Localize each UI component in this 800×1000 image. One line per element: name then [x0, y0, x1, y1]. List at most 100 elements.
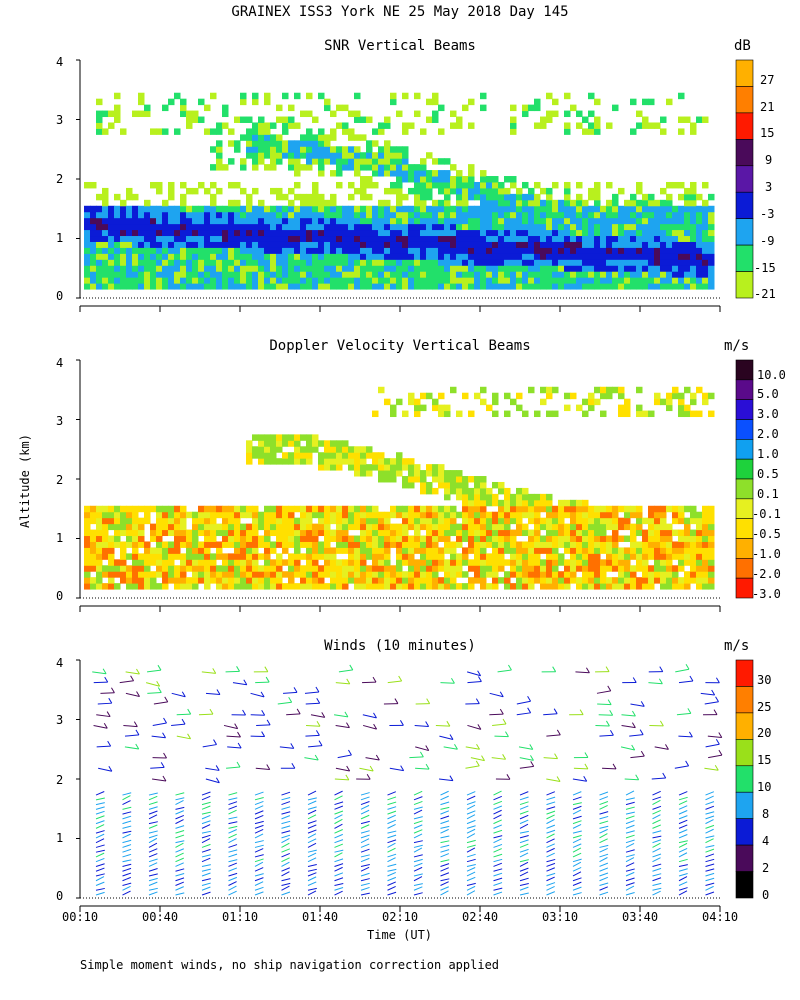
snr-cell [270, 122, 277, 129]
velocity-cell [564, 529, 571, 537]
wind-barb [625, 830, 635, 834]
wind-barb [413, 790, 423, 796]
snr-cell [636, 211, 643, 219]
velocity-cell [150, 577, 157, 584]
velocity-cell [324, 452, 331, 459]
snr-cell [132, 265, 139, 272]
snr-cell [264, 140, 271, 147]
wind-barb [307, 806, 317, 810]
velocity-cell [672, 517, 679, 525]
snr-cell [474, 217, 481, 225]
velocity-cell [594, 517, 601, 525]
wind-barb-flag [216, 689, 221, 695]
velocity-cell [564, 583, 571, 590]
snr-cell [252, 152, 259, 159]
velocity-cell [414, 541, 421, 548]
snr-cell [480, 104, 487, 112]
snr-cell [522, 211, 529, 219]
snr-cell [456, 277, 463, 284]
snr-cell [522, 199, 529, 207]
snr-cell [702, 217, 709, 225]
velocity-cell [438, 481, 445, 489]
velocity-cell [624, 553, 631, 560]
snr-cell [102, 211, 109, 219]
snr-cell [330, 229, 337, 237]
snr-cell [396, 164, 403, 171]
snr-cell [588, 193, 595, 201]
velocity-cell [708, 583, 715, 590]
velocity-cell [318, 553, 325, 560]
snr-cell [198, 217, 205, 225]
velocity-cell [456, 571, 463, 578]
velocity-cell [432, 541, 439, 548]
wind-barb-flag [446, 720, 451, 727]
wind-barb-flag [136, 668, 140, 675]
wind-barb [387, 857, 396, 863]
velocity-cell [168, 523, 175, 531]
snr-cell [90, 211, 97, 219]
velocity-cell [462, 529, 469, 537]
wind-barb-flag [426, 698, 431, 704]
velocity-cell [474, 517, 481, 525]
snr-cell [348, 193, 355, 201]
snr-cell [426, 176, 433, 183]
snr-cell [516, 211, 523, 219]
wind-barb [466, 844, 476, 848]
snr-cell [384, 152, 391, 159]
snr-cell [552, 110, 559, 118]
velocity-cell [534, 541, 541, 548]
snr-cell [576, 253, 583, 260]
snr-cell [372, 128, 379, 135]
velocity-cell [534, 565, 541, 572]
velocity-cell [336, 440, 343, 447]
velocity-cell [444, 487, 451, 495]
velocity-cell [684, 571, 691, 578]
snr-cell [510, 181, 517, 189]
snr-cell [600, 241, 607, 248]
velocity-cell [438, 529, 445, 537]
colorbar-swatch [735, 739, 754, 767]
velocity-cell [696, 535, 703, 542]
velocity-cell [624, 571, 631, 578]
wind-barb [705, 885, 714, 891]
velocity-cell [312, 583, 319, 590]
wind-barb-flag [556, 776, 561, 782]
velocity-cell [144, 547, 151, 554]
wind-barb [95, 830, 105, 834]
snr-cell [90, 247, 97, 254]
wind-barb [599, 833, 608, 839]
snr-cell [414, 92, 421, 100]
wind-barb [546, 843, 555, 848]
snr-cell [264, 98, 271, 106]
wind-barb [254, 791, 264, 796]
wind-barb-flag [103, 722, 108, 729]
snr-cell [702, 241, 709, 248]
wind-barb [360, 796, 370, 801]
wind-barb [254, 796, 264, 801]
velocity-cell [198, 529, 205, 537]
velocity-cell [396, 559, 403, 566]
velocity-cell [456, 410, 463, 418]
velocity-cell [342, 511, 349, 519]
velocity-cell [456, 583, 463, 590]
velocity-cell [312, 565, 319, 572]
snr-cell [126, 259, 133, 266]
velocity-cell [498, 577, 505, 584]
velocity-cell [420, 517, 427, 525]
snr-cell [234, 181, 241, 189]
wind-barb [360, 838, 370, 844]
snr-cell [312, 158, 319, 165]
snr-cell [516, 247, 523, 254]
velocity-cell [474, 511, 481, 519]
snr-cell [666, 98, 673, 106]
velocity-cell [324, 523, 331, 531]
snr-cell [570, 223, 577, 231]
snr-cell [480, 223, 487, 231]
velocity-cell [258, 583, 265, 590]
snr-cell [474, 205, 481, 213]
snr-cell [306, 205, 313, 213]
snr-cell [108, 229, 115, 237]
snr-cell [468, 271, 475, 278]
snr-cell [234, 241, 241, 248]
snr-cell [504, 223, 511, 231]
